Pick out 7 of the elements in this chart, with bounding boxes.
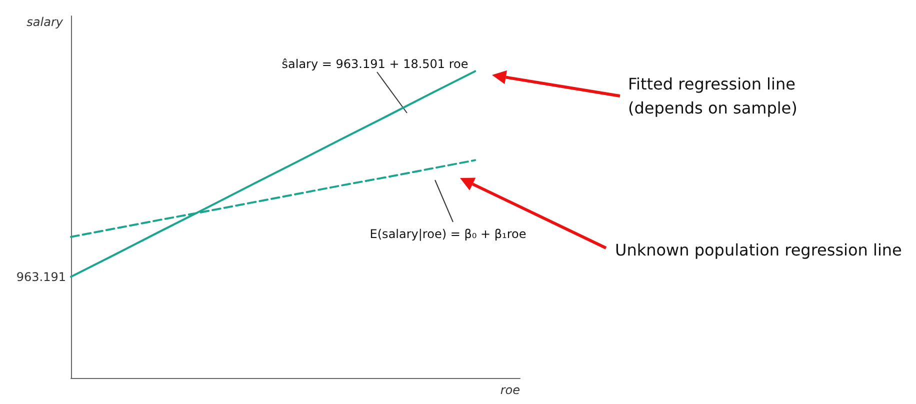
y-axis-title: salary	[26, 15, 64, 29]
x-axis-title: roe	[500, 383, 520, 397]
text: Unknown population regression line	[615, 240, 902, 260]
text: 963.191	[16, 270, 66, 284]
text: Fitted regression line (depends on sample)	[628, 74, 798, 118]
annotation: E(salary|roe) = β₀ + β₁roe	[370, 227, 526, 241]
text: ŝalary = 963.191 + 18.501 roe	[282, 57, 468, 71]
